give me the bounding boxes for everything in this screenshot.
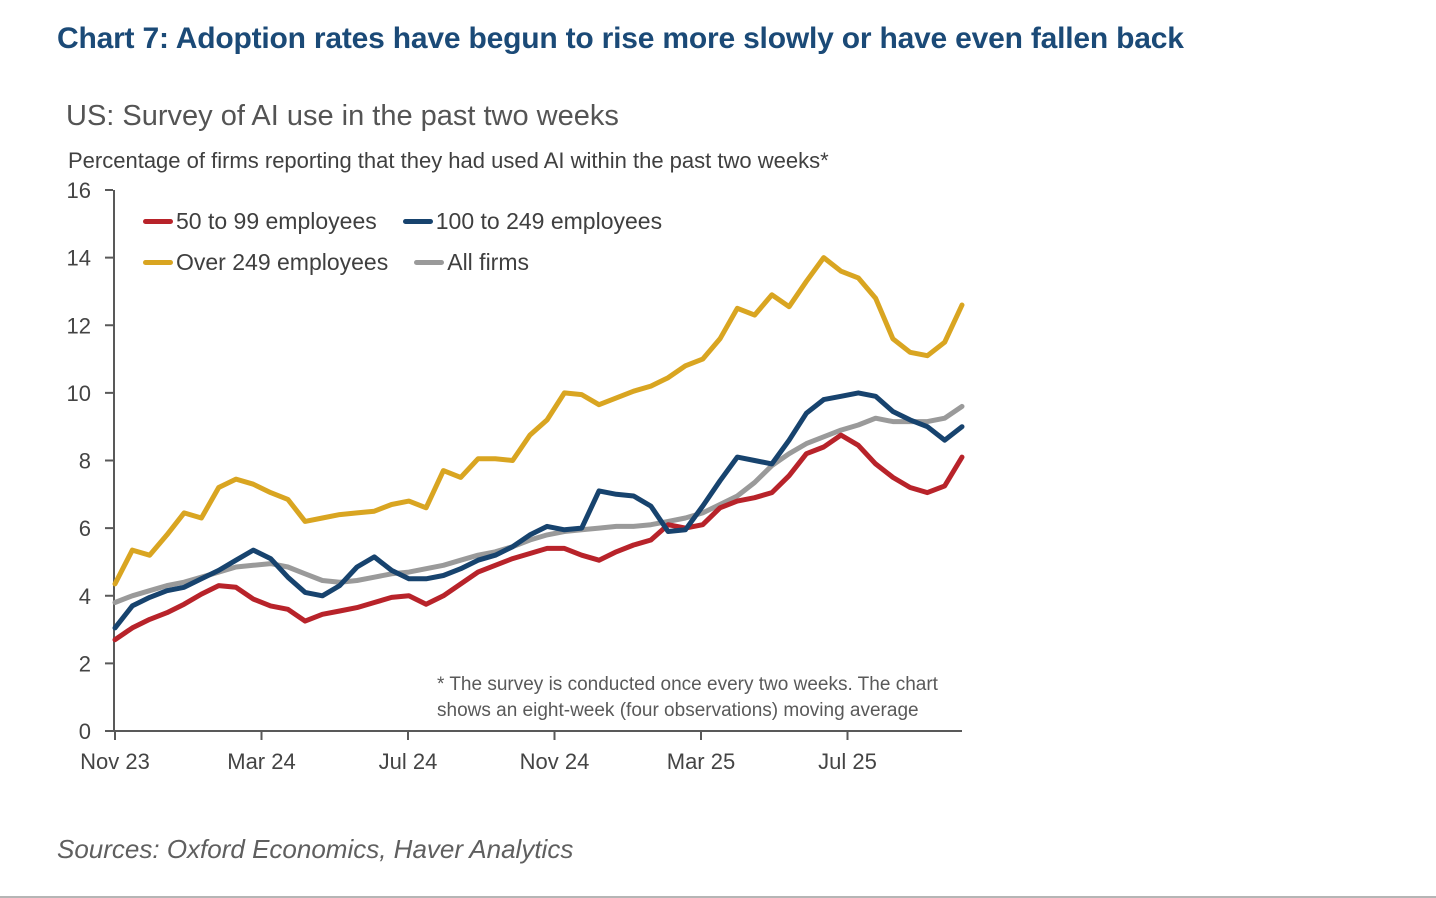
y-tick-label: 6	[79, 516, 91, 541]
y-tick-label: 8	[79, 449, 91, 474]
y-tick-label: 12	[67, 313, 91, 338]
legend-label: 50 to 99 employees	[176, 207, 377, 234]
x-tick-label: Mar 24	[227, 749, 295, 774]
series-line-3	[112, 403, 965, 605]
legend-label: All firms	[447, 248, 530, 275]
y-tick-label: 10	[67, 381, 91, 406]
series-line-0	[112, 432, 965, 643]
y-tick-label: 2	[79, 651, 91, 676]
series-line-1	[112, 390, 965, 631]
y-axis-note: Percentage of firms reporting that they …	[68, 148, 829, 173]
legend-item-50-99: 50 to 99 employees	[143, 208, 377, 235]
y-tick-label: 14	[67, 246, 91, 271]
page-title: Chart 7: Adoption rates have begun to ri…	[57, 22, 1184, 55]
legend-row-2: Over 249 employees All firms	[143, 247, 662, 277]
legend-item-over-249: Over 249 employees	[143, 249, 388, 276]
chart-legend: 50 to 99 employees 100 to 249 employees …	[143, 206, 662, 288]
legend-swatch-navy	[402, 218, 433, 224]
y-tick-label: 4	[79, 584, 91, 609]
x-tick-label: Jul 24	[379, 749, 438, 774]
y-tick-label: 16	[67, 178, 91, 203]
footnote-line-2: shows an eight-week (four observations) …	[437, 700, 919, 721]
legend-label: 100 to 249 employees	[435, 207, 663, 234]
legend-label: Over 249 employees	[176, 248, 389, 275]
y-tick-label: 0	[79, 719, 91, 744]
legend-swatch-gold	[143, 259, 173, 265]
legend-swatch-gray	[414, 259, 445, 265]
footnote-line-1: * The survey is conducted once every two…	[437, 674, 938, 695]
chart-footnote: * The survey is conducted once every two…	[437, 672, 977, 724]
series-line-2	[112, 255, 965, 587]
x-tick-label: Nov 24	[520, 749, 590, 774]
legend-swatch-red	[143, 218, 173, 224]
bottom-divider	[0, 896, 1436, 898]
x-tick-label: Jul 25	[818, 749, 877, 774]
chart-subtitle: US: Survey of AI use in the past two wee…	[66, 100, 619, 132]
x-tick-label: Mar 25	[667, 749, 735, 774]
chart-canvas: 0 2 4 6 8 10 12 14 16 Nov 23 Mar 24 Jul 24 Nov 24 Mar…	[67, 178, 965, 774]
line-chart: 0 2 4 6 8 10 12 14 16 Nov 23 Mar 24 Jul 24 Nov 24 Mar…	[67, 178, 965, 774]
x-tick-label: Nov 23	[80, 749, 150, 774]
legend-row-1: 50 to 99 employees 100 to 249 employees	[143, 206, 662, 236]
legend-item-all-firms: All firms	[414, 249, 529, 276]
legend-item-100-249: 100 to 249 employees	[402, 207, 663, 235]
sources-note: Sources: Oxford Economics, Haver Analyti…	[57, 834, 574, 864]
